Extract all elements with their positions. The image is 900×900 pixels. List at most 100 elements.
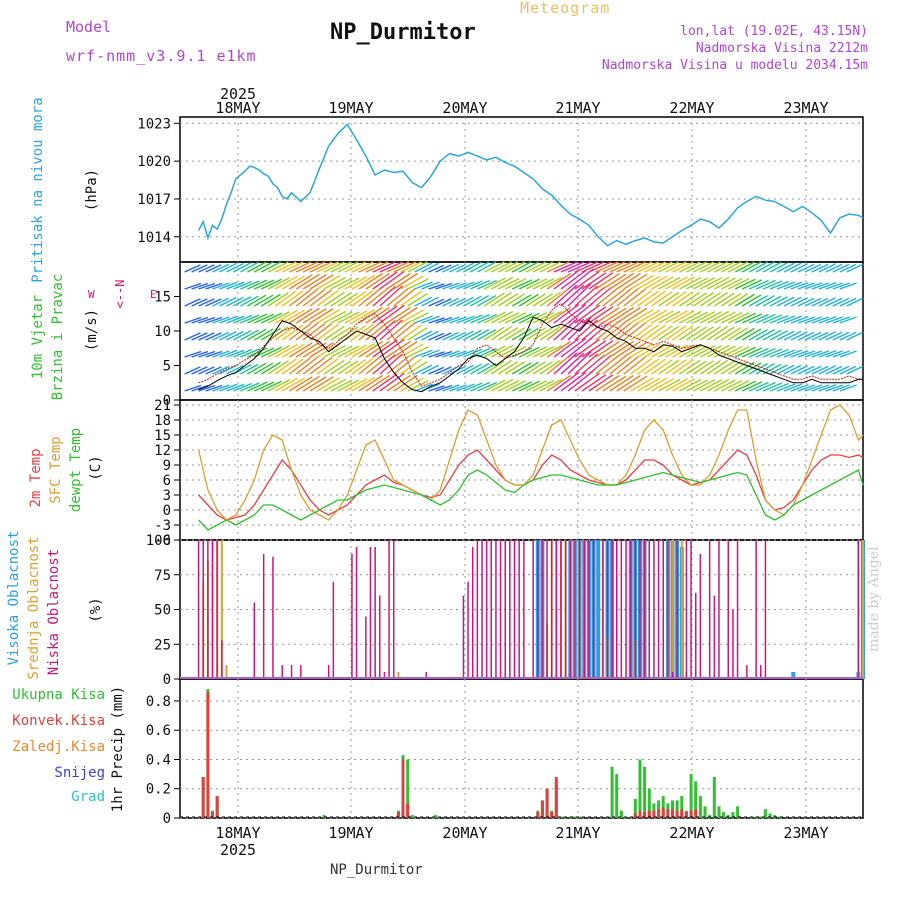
wind-arrow [518,346,540,358]
wind-arrow [421,281,440,290]
wind-arrow [442,263,459,273]
wind-arrow [797,297,815,307]
cloud-bar [732,609,734,679]
wind-arrow [602,375,627,392]
wind-arrow [511,279,533,290]
wind-arrow [748,362,768,375]
cloud-bar [225,665,228,679]
wind-arrow [421,296,440,307]
cloud-bar [620,540,623,679]
wind-arrow [365,261,389,273]
wind-arrow [428,264,445,273]
wind-arrow [428,298,445,307]
wind-arrow [574,270,600,290]
wind-arrow [748,313,769,324]
wind-arrow [191,282,209,290]
wind-arrow [267,360,289,375]
wind-arrow [400,324,423,341]
wind-arrow [358,272,383,290]
day-label-bottom: 18MAY [215,824,260,842]
wind-arrow [832,282,850,290]
wind-arrow [477,294,497,307]
wind-arrow [637,377,661,392]
wind-arrow [470,381,490,392]
wind-arrow [233,330,252,341]
wind-arrow [818,297,836,307]
wind-arrow [804,350,823,358]
legend-dewpt-temp: dewpt Temp [68,428,84,512]
footer-station-name: NP_Durmitor [330,862,423,878]
wind-arrow [525,293,547,307]
wind-arrow [233,280,253,290]
cloud-bar [551,540,553,679]
wind-arrow [595,272,620,290]
wind-arrow [449,316,467,324]
cloud-bar [764,540,767,679]
wind-arrow [783,364,802,375]
wind-arrow [254,279,275,290]
legend-precip-2: Zaledj.Kisa [12,739,105,755]
cloud-bar [509,540,511,679]
wind-arrow [428,385,445,392]
wind-arrow [483,261,505,273]
wind-arrow [790,365,808,375]
wind-arrow [741,362,762,375]
wind-arrow [414,349,433,358]
day-label-top: 21MAY [555,99,600,117]
wind-arrow [393,287,417,307]
wind-arrow [372,271,398,290]
wind-arrow [707,325,728,341]
temperature-unit: (C) [88,455,104,480]
wind-arrow [212,263,229,273]
precip-bar [401,759,405,818]
wind-arrow [483,292,505,307]
wind-arrow [525,361,547,375]
wind-arrow [574,353,599,375]
pressure-title: Pritisak na nivou mora [30,97,46,282]
wind-arrow [720,312,743,324]
wind-arrow [288,323,312,341]
wind-arrow [755,279,776,290]
wind-arrow [511,362,532,375]
precip-bar [206,692,210,818]
cloud-bar [736,540,739,679]
wind-arrow [825,316,843,324]
wind-arrow [247,362,267,375]
wind-arrow [233,382,253,392]
precip-bar [633,813,637,818]
altitude-label: Nadmorska Visina 2212m [695,41,868,56]
cloud-bar [629,540,632,679]
wind-arrow [769,364,788,375]
wind-arrow [483,277,506,290]
wind-arrow [337,261,359,273]
cloud-bar [634,540,637,679]
wind-arrow [741,279,763,290]
wind-arrow [497,261,519,273]
cloud-bar [671,540,674,679]
wind-arrow [456,281,475,290]
wind-arrow [602,341,627,358]
legend-precip-3: Snijeg [54,765,105,781]
wind-arrow [658,344,681,358]
wind-arrow [497,327,519,341]
wind-arrow [630,342,654,358]
wind-arrow [720,261,742,273]
wind-compass-ns: <--N [113,280,127,309]
wind-arrow [574,372,600,392]
wind-arrow [435,298,452,307]
wind-arrow [330,311,353,324]
wind-arrow [497,346,520,358]
wind-arrow [267,292,289,307]
wind-arrow [686,326,707,341]
cloud-bar [667,540,669,679]
wind-arrow [734,346,756,358]
cloud-bar [537,540,539,679]
wind-arrow [386,287,410,307]
wind-arrow [720,380,743,392]
precip-bar [396,812,400,818]
wind-arrow [344,310,368,324]
wind-arrow [553,352,578,375]
wind-arrow [665,291,687,307]
wind-arrow [588,272,614,290]
wind-arrow [846,263,864,273]
